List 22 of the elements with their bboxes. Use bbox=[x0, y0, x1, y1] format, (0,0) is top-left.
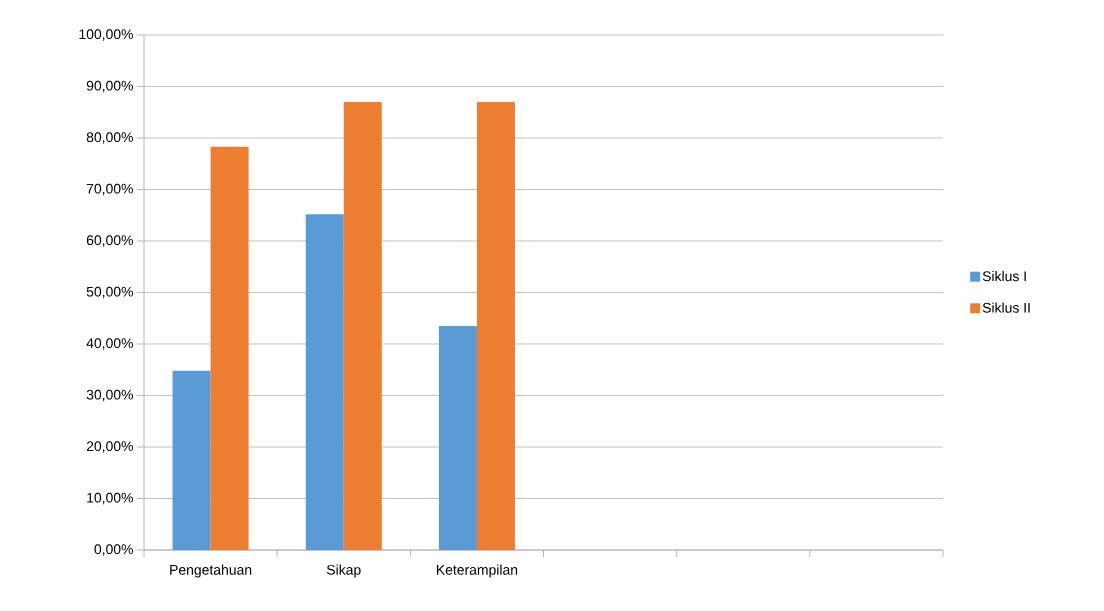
y-tick-label: 50,00% bbox=[86, 286, 133, 299]
bar bbox=[305, 214, 344, 550]
y-tick-label: 10,00% bbox=[87, 492, 133, 505]
x-tick-label: Sikap bbox=[326, 564, 361, 578]
bar bbox=[172, 370, 211, 550]
bar bbox=[476, 101, 515, 550]
y-tick-label: 80,00% bbox=[86, 132, 133, 144]
y-tick-label: 30,00% bbox=[86, 389, 133, 402]
bar bbox=[343, 101, 382, 550]
y-tick-label: 40,00% bbox=[86, 338, 133, 350]
x-tick-label: Keterampilan bbox=[436, 564, 518, 578]
x-tick-label: Pengetahuan bbox=[170, 564, 252, 578]
bar bbox=[210, 146, 249, 550]
bar bbox=[438, 325, 477, 550]
y-tick-label: 0,00% bbox=[94, 544, 133, 556]
y-tick-label: 20,00% bbox=[86, 441, 133, 453]
legend-label: Siklus II bbox=[982, 302, 1030, 313]
legend-label: Siklus I bbox=[982, 270, 1026, 282]
y-tick-label: 60,00% bbox=[86, 235, 133, 247]
y-tick-label: 100,00% bbox=[79, 29, 133, 41]
y-tick-label: 90,00% bbox=[86, 80, 133, 93]
y-tick-label: 70,00% bbox=[86, 183, 133, 196]
